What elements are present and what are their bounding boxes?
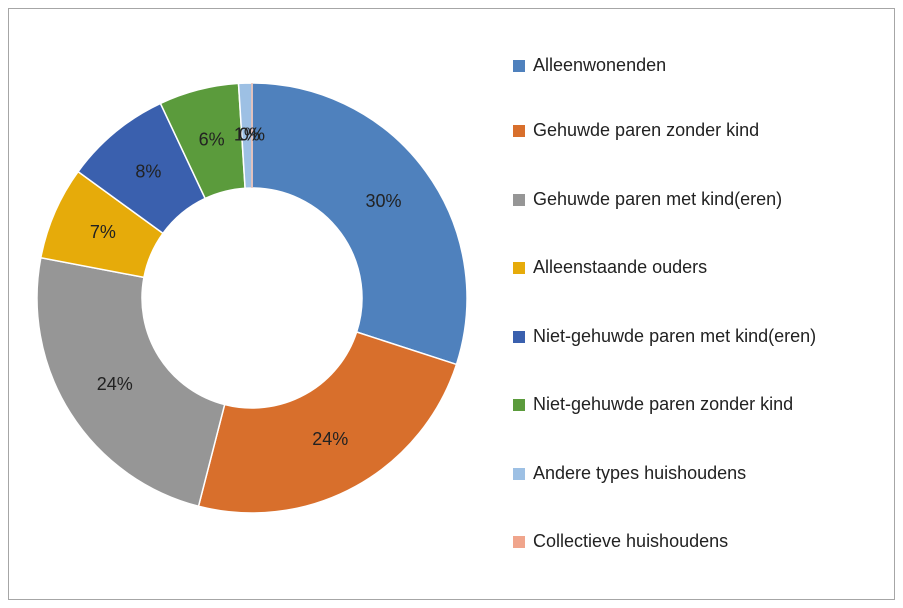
legend-swatch [513,468,525,480]
donut-slice [197,331,458,514]
data-label: 24% [97,374,133,394]
data-label: 7% [90,222,116,242]
legend-label: Collectieve huishoudens [533,531,728,551]
legend-swatch [513,399,525,411]
legend-swatch [513,194,525,206]
legend-label: Niet-gehuwde paren met kind(eren) [533,326,816,346]
legend-swatch [513,262,525,274]
legend-label: Gehuwde paren zonder kind [533,120,759,140]
legend-swatch [513,125,525,137]
legend-swatch [513,60,525,72]
legend-label: Alleenwonenden [533,55,666,75]
data-label: 6% [199,129,225,149]
legend-swatch [513,331,525,343]
legend-label: Gehuwde paren met kind(eren) [533,189,782,209]
data-label: 24% [312,429,348,449]
legend-label: Alleenstaande ouders [533,257,707,277]
data-label: 30% [365,191,401,211]
donut-slice [251,82,468,366]
legend-swatch [513,536,525,548]
legend-label: Niet-gehuwde paren zonder kind [533,394,793,414]
data-label: 0% [239,124,265,144]
data-label: 1% [234,124,260,144]
data-label: 8% [135,162,161,182]
donut-slice [36,256,226,508]
legend-label: Andere types huishoudens [533,463,746,483]
